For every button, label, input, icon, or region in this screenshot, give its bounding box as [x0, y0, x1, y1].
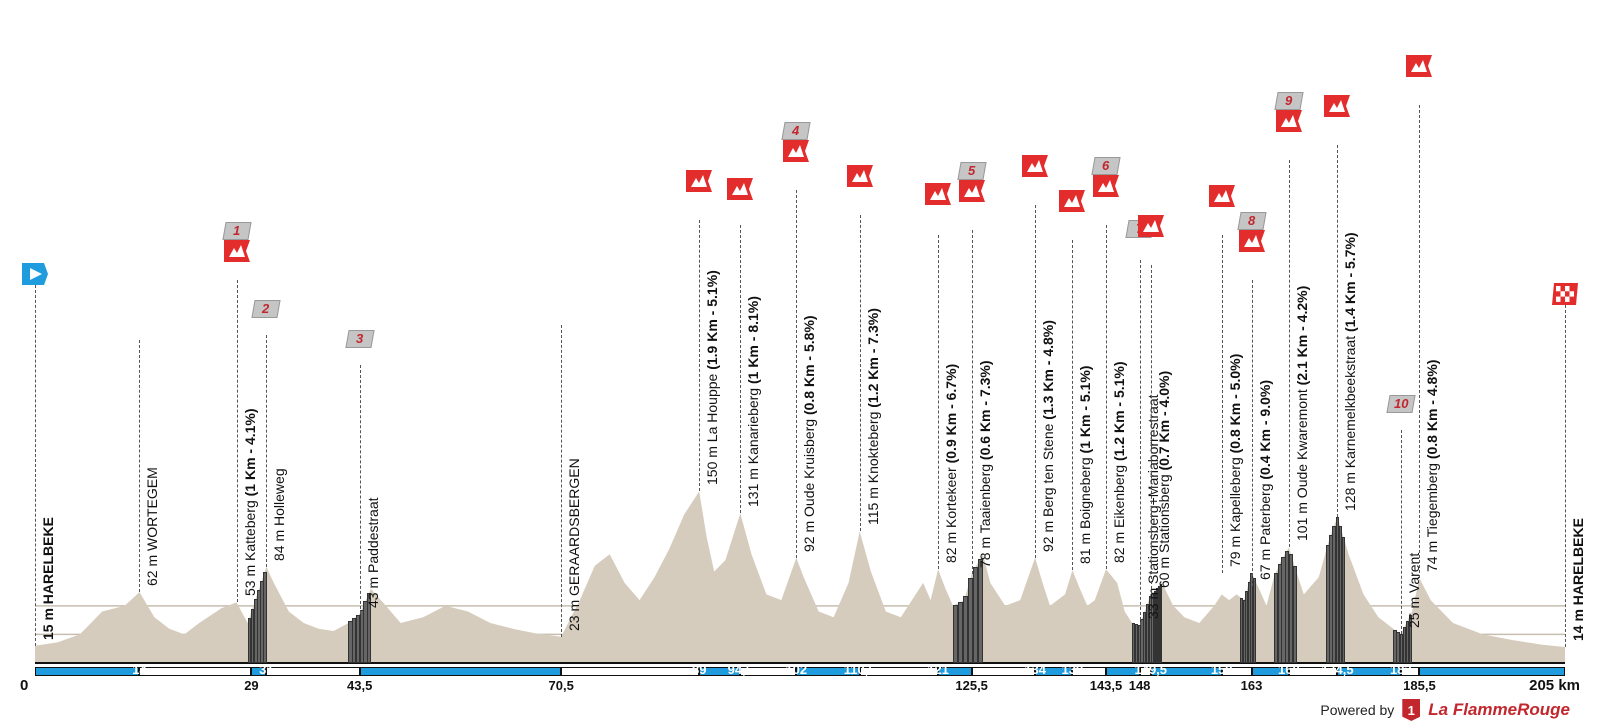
poi-guide-line [360, 365, 361, 614]
rank-badge: 10 [1386, 395, 1415, 413]
km-segment [266, 667, 359, 676]
climb-flag-icon [686, 170, 712, 192]
rank-badge: 8 [1237, 212, 1266, 230]
climb-flag-icon [1093, 175, 1119, 197]
km-segment [561, 667, 699, 676]
km-segment [139, 667, 251, 676]
rank-badge: 5 [957, 162, 986, 180]
powered-by-text: Powered by [1320, 702, 1394, 718]
brand-badge-icon: 1 [1402, 699, 1420, 721]
km-start-label: 0 [20, 677, 28, 694]
km-tick-label: 183 [1390, 662, 1412, 677]
km-tick-label-below: 125,5 [955, 678, 988, 693]
climb-flag-icon [224, 240, 250, 262]
km-tick-label-below: 70,5 [549, 678, 574, 693]
poi-label: 74 m Tiegemberg (0.8 Km - 4.8%) [1424, 360, 1532, 572]
km-tick-label: 168 [1278, 662, 1300, 677]
rank-badge: 1 [222, 222, 251, 240]
poi-guide-line [1565, 305, 1566, 647]
km-tick-label: 102 [785, 662, 807, 677]
km-end-label: 205 km [1529, 677, 1580, 694]
poi-guide-line [1151, 265, 1152, 594]
rank-badge: 9 [1274, 92, 1303, 110]
elevation-profile: 15 m HARELBEKE62 m WORTEGEM53 m Katteber… [35, 0, 1565, 680]
climb-flag-icon [727, 178, 753, 200]
km-tick-label: 149,5 [1134, 662, 1167, 677]
poi-guide-line [860, 215, 861, 531]
poi-guide-line [1222, 235, 1223, 573]
km-tick-label-below: 143,5 [1090, 678, 1123, 693]
poi-guide-line [237, 280, 238, 602]
km-ruler: 14 31 89 94,5 102 110,5 121 134 139 149,5 159 168 17… [35, 663, 1565, 680]
poi-guide-line [972, 230, 973, 574]
poi-guide-line [938, 235, 939, 569]
poi-guide-line [1140, 260, 1141, 625]
km-tick-label: 94,5 [728, 662, 753, 677]
poi-guide-line [266, 335, 267, 567]
poi-guide-line [35, 285, 36, 646]
km-segment [360, 667, 562, 676]
poi-guide-line [1401, 430, 1402, 634]
rank-badge: 6 [1091, 157, 1120, 175]
climb-flag-icon [925, 183, 951, 205]
poi-label: 62 m WORTEGEM [144, 467, 238, 586]
poi-label: 14 m HARELBEKE [1570, 518, 1600, 641]
poi-guide-line [1289, 160, 1290, 547]
poi-label: 23 m GERAARDSBERGEN [566, 458, 615, 631]
climb-flag-icon [1324, 95, 1350, 117]
km-tick-label: 110,5 [844, 662, 876, 677]
climb-flag-icon [959, 180, 985, 202]
km-tick-label: 121 [927, 662, 949, 677]
poi-guide-line [1419, 105, 1420, 578]
climb-flag-icon [1276, 110, 1302, 132]
km-segment [35, 667, 139, 676]
poi-guide-line [1072, 240, 1073, 570]
poi-guide-line [1035, 205, 1036, 558]
start-flag-icon [22, 263, 48, 285]
km-tick-label: 89 [692, 662, 706, 677]
poi-guide-line [561, 325, 562, 637]
km-segment [1419, 667, 1565, 676]
climb-flag-icon [1138, 215, 1164, 237]
km-tick-label: 159 [1211, 662, 1233, 677]
rank-badge: 2 [252, 300, 281, 318]
poi-label: 15 m HARELBEKE [40, 517, 80, 640]
rank-badge: 4 [782, 122, 811, 140]
footer-attribution: Powered by 1 La FlammeRouge [1320, 699, 1570, 721]
climb-flag-icon [1209, 185, 1235, 207]
climb-flag-icon [1239, 230, 1265, 252]
poi-guide-line [1252, 280, 1253, 586]
km-tick-label: 14 [132, 662, 146, 677]
km-tick-label: 134 [1024, 662, 1046, 677]
rank-badge: 3 [345, 330, 374, 348]
poi-guide-line [796, 190, 797, 558]
climb-flag-icon [847, 165, 873, 187]
km-tick-label-below: 29 [244, 678, 258, 693]
cobble-sector [1293, 566, 1297, 664]
climb-flag-icon [1406, 55, 1432, 77]
poi-guide-line [740, 225, 741, 513]
poi-guide-line [139, 340, 140, 592]
climb-flag-icon [1059, 190, 1085, 212]
km-tick-label: 174,5 [1321, 662, 1354, 677]
cobble-sector [978, 559, 983, 663]
km-tick-label: 139 [1062, 662, 1084, 677]
km-tick-label-below: 43,5 [347, 678, 372, 693]
poi-guide-line [1337, 145, 1338, 517]
km-tick-label-below: 185,5 [1403, 678, 1436, 693]
climb-flag-icon [783, 140, 809, 162]
cobble-sector [1253, 578, 1256, 663]
km-tick-label: 31 [259, 662, 273, 677]
brand-name: La FlammeRouge [1428, 700, 1570, 720]
poi-label: 43 m Paddestraat [365, 497, 437, 608]
finish-flag-icon [1552, 283, 1578, 305]
km-tick-label-below: 148 [1129, 678, 1151, 693]
km-tick-label-below: 163 [1241, 678, 1263, 693]
climb-flag-icon [1022, 155, 1048, 177]
poi-guide-line [1106, 225, 1107, 569]
poi-guide-line [699, 220, 700, 491]
